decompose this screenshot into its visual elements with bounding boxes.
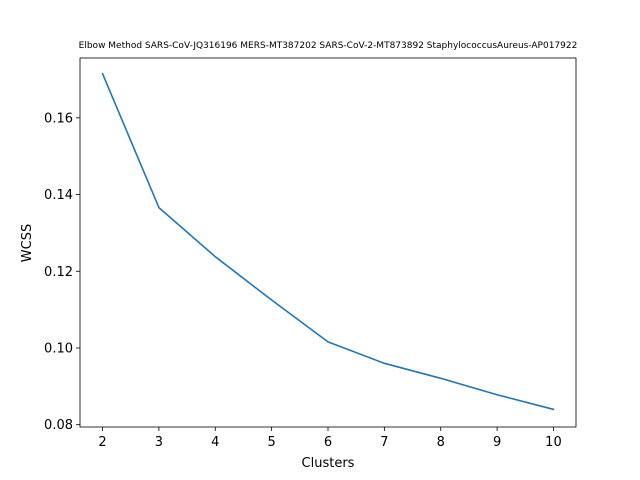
y-axis: 0.08 0.10 0.12 0.14 0.16: [44, 111, 80, 433]
y-tick-label: 0.08: [44, 418, 73, 433]
y-axis-label: WCSS: [20, 224, 35, 262]
x-axis-label: Clusters: [302, 456, 355, 471]
x-tick-label: 8: [437, 435, 445, 450]
x-tick-label: 2: [98, 435, 106, 450]
x-tick-label: 9: [493, 435, 501, 450]
x-tick-label: 6: [324, 435, 332, 450]
y-tick-label: 0.12: [44, 265, 73, 280]
x-tick-label: 4: [211, 435, 219, 450]
y-tick-label: 0.16: [44, 111, 73, 126]
x-tick-label: 7: [380, 435, 388, 450]
y-tick-label: 0.10: [44, 341, 73, 356]
chart-title: Elbow Method SARS-CoV-JQ316196 MERS-MT38…: [79, 41, 578, 51]
x-tick-label: 5: [267, 435, 275, 450]
y-tick-label: 0.14: [44, 188, 73, 203]
x-tick-label: 10: [545, 435, 562, 450]
x-axis: 2 3 4 5 6 7 8 9 10: [98, 427, 562, 450]
x-tick-label: 3: [155, 435, 163, 450]
